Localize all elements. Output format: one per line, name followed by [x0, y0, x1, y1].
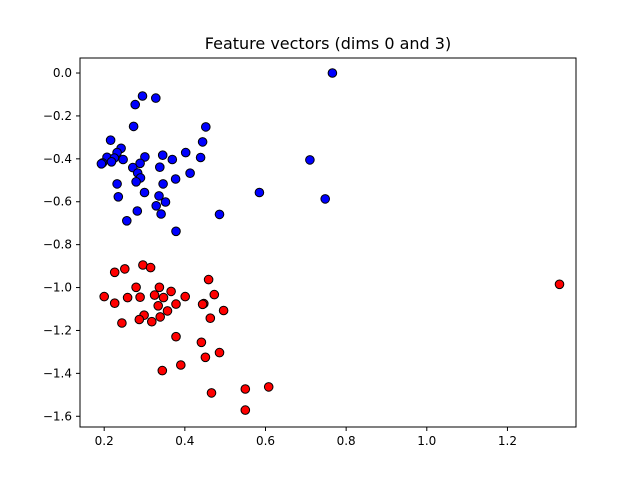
data-point: [96, 159, 107, 169]
data-point: [196, 337, 207, 348]
x-axis: 0.2 0.4 0.6 0.8 1.0 1.2: [95, 427, 517, 448]
data-point: [171, 226, 181, 237]
data-point: [554, 279, 565, 290]
data-point: [305, 155, 315, 165]
data-point: [132, 206, 143, 216]
data-point: [112, 179, 122, 189]
data-point: [113, 192, 124, 202]
data-point: [166, 286, 176, 297]
series-0: [96, 68, 338, 237]
data-point: [263, 382, 274, 392]
data-point: [137, 91, 148, 101]
data-point: [254, 187, 265, 198]
y-tick-label: 0.0: [53, 66, 72, 80]
data-point: [240, 405, 251, 415]
data-point: [167, 154, 178, 165]
data-point: [170, 174, 181, 184]
data-point: [320, 194, 331, 204]
data-point: [120, 264, 130, 274]
data-point: [205, 313, 216, 324]
y-tick-label: −1.0: [43, 281, 72, 295]
y-tick-label: −1.2: [43, 323, 72, 337]
data-point: [122, 216, 132, 226]
x-tick-label: 0.4: [175, 434, 194, 448]
x-tick-label: 1.2: [498, 434, 517, 448]
data-point: [200, 352, 211, 363]
data-point: [128, 121, 139, 132]
x-tick-label: 1.0: [417, 434, 436, 448]
y-tick-label: −1.4: [43, 366, 72, 380]
data-point: [158, 179, 168, 189]
series-1: [99, 260, 565, 415]
data-point: [151, 201, 161, 211]
data-point: [151, 93, 161, 103]
data-point: [171, 299, 181, 309]
data-point: [180, 291, 190, 302]
data-point: [197, 299, 208, 310]
y-tick-label: −1.6: [43, 409, 72, 423]
data-point: [99, 291, 109, 302]
data-point: [153, 301, 163, 311]
data-point: [140, 152, 150, 162]
data-point: [109, 298, 120, 309]
data-point: [206, 388, 217, 398]
data-point: [209, 289, 220, 300]
chart-title: Feature vectors (dims 0 and 3): [205, 34, 451, 53]
data-point: [149, 290, 160, 300]
data-point: [135, 292, 145, 303]
data-point: [147, 316, 157, 327]
data-point: [162, 306, 173, 316]
data-point: [240, 384, 251, 394]
data-point: [176, 360, 186, 370]
data-point: [131, 282, 141, 293]
data-point: [214, 347, 225, 358]
x-tick-label: 0.2: [95, 434, 114, 448]
x-tick-label: 0.6: [256, 434, 275, 448]
y-tick-label: −0.2: [43, 109, 72, 123]
data-point: [109, 267, 120, 278]
data-point: [203, 274, 214, 285]
data-point: [139, 187, 150, 198]
data-point: [134, 314, 145, 325]
data-point: [135, 158, 145, 169]
data-point: [158, 292, 169, 303]
y-tick-label: −0.4: [43, 152, 72, 166]
data-point: [154, 191, 164, 201]
data-point: [180, 147, 191, 158]
data-point: [156, 209, 166, 219]
y-axis: 0.0 −0.2 −0.4 −0.6 −0.8 −1.0 −1.2 −1.4 −1.6: [43, 66, 80, 423]
x-tick-label: 0.8: [337, 434, 356, 448]
data-point: [118, 154, 128, 165]
data-point: [117, 318, 127, 328]
data-point: [185, 168, 195, 178]
data-point: [195, 152, 206, 163]
data-point: [155, 312, 165, 322]
data-point: [327, 68, 338, 78]
data-point: [131, 177, 141, 187]
data-point: [157, 365, 168, 376]
plot-frame: [79, 57, 577, 428]
data-point: [214, 209, 225, 220]
data-point: [171, 331, 181, 342]
y-tick-label: −0.8: [43, 238, 72, 252]
data-point: [130, 99, 140, 110]
data-point: [157, 150, 168, 160]
data-point: [106, 157, 117, 167]
data-point: [105, 135, 116, 145]
data-point: [155, 162, 165, 172]
data-point: [160, 197, 171, 207]
data-point: [197, 137, 208, 147]
data-point: [218, 305, 229, 316]
y-tick-label: −0.6: [43, 195, 72, 209]
points-layer: [96, 68, 565, 415]
data-point: [145, 262, 156, 273]
data-point: [154, 282, 165, 293]
data-point: [201, 122, 211, 132]
data-point: [122, 292, 133, 303]
